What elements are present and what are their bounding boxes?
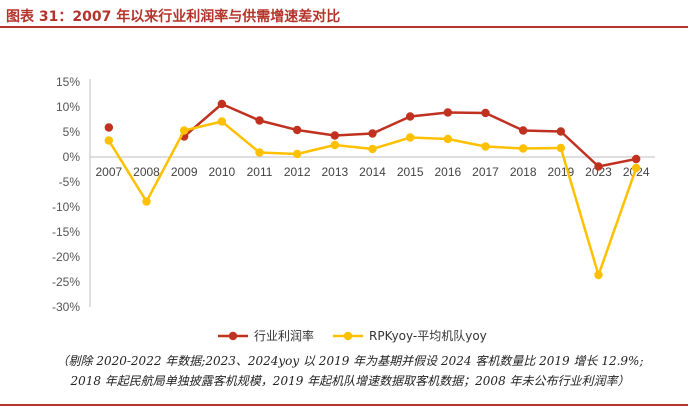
data-point xyxy=(518,144,528,153)
x-tick-label: 2011 xyxy=(247,165,273,179)
y-axis: 15% 10% 5% 0% -5% -10% -15% -20% -25% -30% xyxy=(52,75,91,314)
y-tick-label: -15% xyxy=(52,225,80,239)
y-tick-label: 5% xyxy=(63,125,81,139)
data-point xyxy=(255,116,264,125)
data-point xyxy=(518,126,528,135)
figure-title: 图表 31：2007 年以来行业利润率与供需增速差对比 xyxy=(6,9,341,25)
data-point xyxy=(255,148,264,157)
data-point xyxy=(594,162,603,171)
data-point xyxy=(179,126,189,135)
legend-label: RPKyoy-平均机队yoy xyxy=(369,328,487,343)
y-tick-label: 10% xyxy=(56,100,80,114)
x-tick-label: 2013 xyxy=(321,165,348,179)
x-tick-label: 2014 xyxy=(359,165,386,179)
x-tick-label: 2016 xyxy=(434,165,461,179)
y-tick-label: 0% xyxy=(63,150,81,164)
data-point xyxy=(481,142,490,151)
legend-marker xyxy=(343,331,353,341)
x-tick-label: 2017 xyxy=(472,165,499,179)
chart-note-line-2: 2018 年起民航局单独披露客机规模，2019 年起机队增速数据取客机数据；20… xyxy=(70,374,630,388)
bottom-divider xyxy=(0,404,688,406)
data-point xyxy=(556,143,566,153)
data-point xyxy=(631,154,641,164)
x-tick-label: 2008 xyxy=(133,165,160,179)
x-tick-label: 2012 xyxy=(284,165,311,179)
data-point xyxy=(631,163,641,173)
series-lines xyxy=(104,99,641,280)
x-tick-label: 2018 xyxy=(510,165,537,179)
data-point xyxy=(405,133,415,142)
y-tick-label: 15% xyxy=(56,75,80,89)
data-point xyxy=(368,129,377,138)
data-point xyxy=(217,99,227,109)
y-tick-label: -20% xyxy=(52,250,80,264)
data-point xyxy=(142,197,151,206)
y-tick-label: -30% xyxy=(52,300,80,314)
x-tick-label: 2010 xyxy=(208,165,235,179)
data-point xyxy=(104,123,114,132)
x-tick-label: 2015 xyxy=(397,165,424,179)
x-tick-label: 2007 xyxy=(95,165,122,179)
x-tick-label: 2009 xyxy=(171,165,198,179)
series-2 xyxy=(104,117,641,280)
data-point xyxy=(330,140,340,150)
y-tick-label: -25% xyxy=(52,275,80,289)
data-point xyxy=(368,144,377,154)
data-point xyxy=(594,270,603,280)
data-point xyxy=(405,112,415,121)
legend-label: 行业利润率 xyxy=(254,328,314,343)
chart-note-line-1: （剔除 2020-2022 年数据;2023、2024yoy 以 2019 年为… xyxy=(56,354,644,368)
legend-marker xyxy=(228,331,238,341)
legend-item-2: RPKyoy-平均机队yoy xyxy=(333,328,487,343)
legend-item-1: 行业利润率 xyxy=(218,328,314,343)
series-1 xyxy=(104,99,641,171)
data-point xyxy=(481,108,490,118)
x-tick-label: 2023 xyxy=(585,165,612,179)
data-point xyxy=(443,108,453,117)
y-tick-label: -5% xyxy=(59,175,81,189)
data-point xyxy=(556,127,566,136)
legend: 行业利润率 RPKyoy-平均机队yoy xyxy=(218,328,487,343)
data-point xyxy=(292,149,302,159)
data-point xyxy=(443,134,453,144)
data-point xyxy=(292,125,302,135)
y-tick-label: -10% xyxy=(52,200,80,214)
x-axis: 2007 2008 2009 2010 2011 2012 2013 2014 2015 2016… xyxy=(90,156,655,179)
title-divider xyxy=(0,26,688,28)
data-point xyxy=(104,136,114,145)
data-point xyxy=(217,117,227,126)
series-line xyxy=(107,120,638,277)
data-point xyxy=(330,131,340,140)
line-chart: 15%10%5%0%-5%-10%-15%-20%-25%-30% 2007 20… xyxy=(52,75,655,343)
